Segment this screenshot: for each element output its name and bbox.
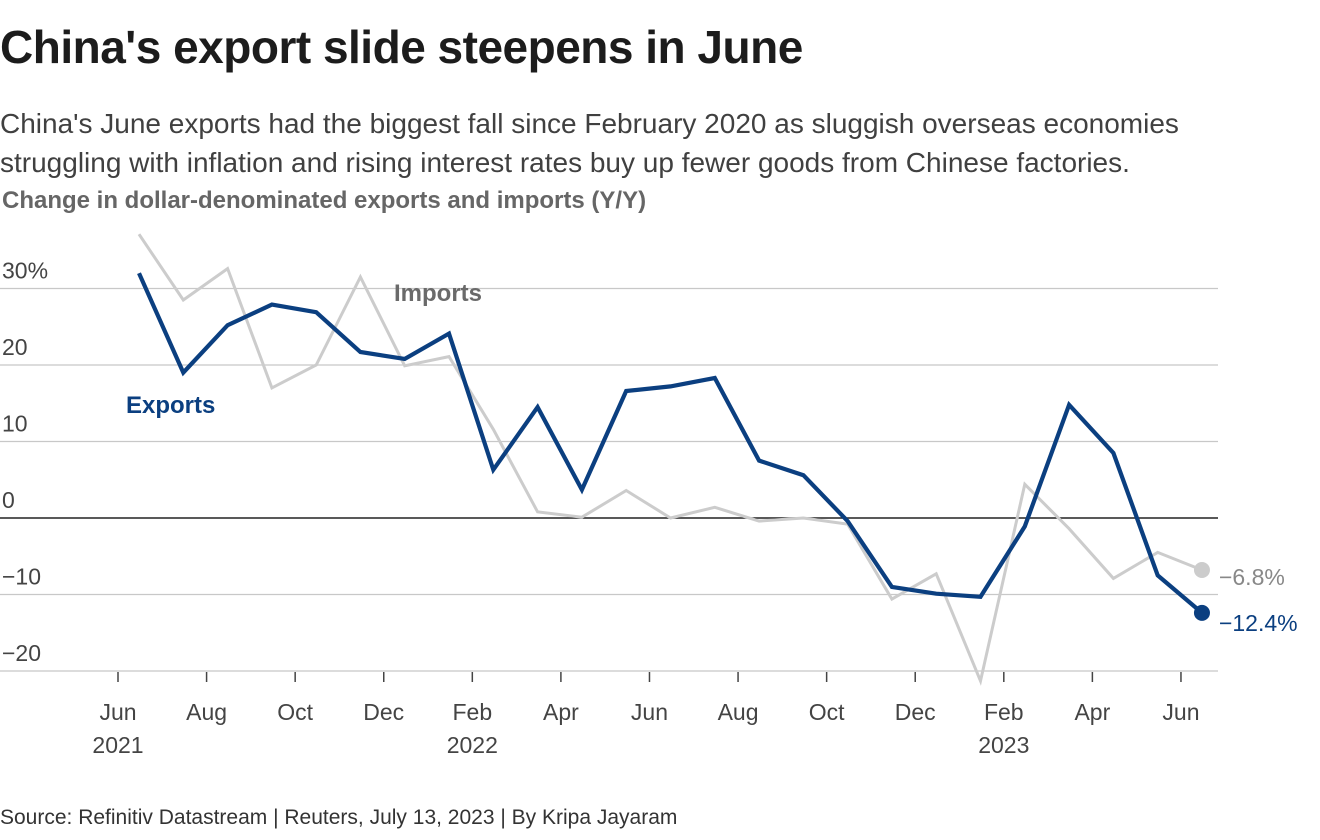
x-axis: Jun 2021 Aug Oct Dec Feb 2022 Apr Jun Aug Oct Dec Fe…: [92, 672, 1200, 758]
x-tick-label: Jun: [631, 699, 668, 725]
y-axis: 30% 20 10 0 −10 −20: [2, 258, 48, 667]
imports-series-label: Imports: [394, 280, 482, 307]
imports-line: [137, 233, 1203, 686]
x-tick-label: Feb: [984, 699, 1024, 725]
x-tick-year-label: 2021: [92, 732, 143, 758]
series-labels: Imports Exports −6.8% −12.4%: [126, 280, 1298, 636]
y-tick-label: −20: [2, 640, 41, 666]
y-tick-label: 10: [2, 411, 28, 437]
gridlines: [0, 287, 1218, 672]
x-tick-label: Aug: [186, 699, 227, 725]
x-tick-label: Jun: [99, 699, 136, 725]
page-title: China's export slide steepens in June: [0, 21, 803, 73]
x-tick-label: Oct: [277, 699, 313, 725]
y-tick-label: −10: [2, 564, 41, 590]
imports-end-value-label: −6.8%: [1219, 564, 1285, 590]
x-tick-label: Aug: [718, 699, 759, 725]
x-tick-year-label: 2022: [447, 732, 498, 758]
x-tick-label: Apr: [543, 699, 579, 725]
y-tick-label: 30%: [2, 258, 48, 284]
x-tick-label: Apr: [1074, 699, 1110, 725]
exports-end-point: [1193, 604, 1210, 621]
x-tick-label: Dec: [363, 699, 404, 725]
chart-title: Change in dollar-denominated exports and…: [2, 187, 647, 214]
x-tick-label: Oct: [809, 699, 845, 725]
x-tick-label: Feb: [452, 699, 492, 725]
y-tick-label: 20: [2, 334, 28, 360]
imports-end-point: [1193, 562, 1210, 579]
exports-line: [137, 272, 1204, 615]
line-chart: 30% 20 10 0 −10 −20 Jun 2021 Aug Oct Dec Feb 2022 Ap…: [0, 233, 1298, 758]
x-tick-label: Dec: [895, 699, 936, 725]
series-lines: [137, 233, 1210, 686]
page-subtitle: China's June exports had the biggest fal…: [0, 108, 1179, 178]
exports-end-value-label: −12.4%: [1219, 610, 1298, 636]
x-tick-year-label: 2023: [978, 732, 1029, 758]
y-tick-label: 0: [2, 487, 15, 513]
exports-series-label: Exports: [126, 392, 215, 419]
source-note: Source: Refinitiv Datastream | Reuters, …: [0, 806, 678, 829]
x-tick-label: Jun: [1162, 699, 1199, 725]
